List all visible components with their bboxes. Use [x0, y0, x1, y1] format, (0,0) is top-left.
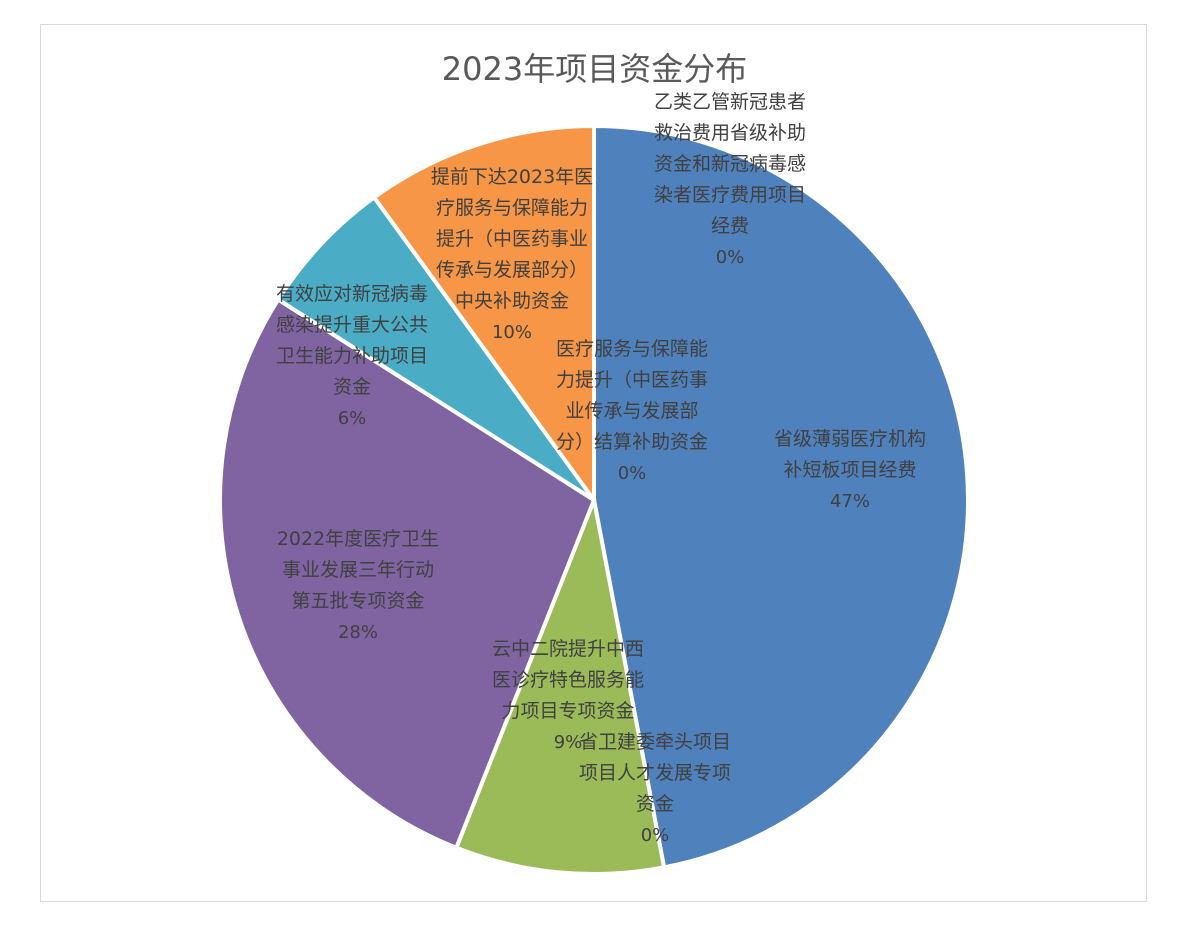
- slice-label-line: 疗服务与保障能力: [436, 197, 588, 219]
- slice-label-line: 救治费用省级补助: [654, 122, 806, 144]
- slice-label-line: 省级薄弱医疗机构: [774, 428, 926, 450]
- slice-label-line: 有效应对新冠病毒: [276, 283, 428, 305]
- slice-label-line: 业传承与发展部: [565, 400, 698, 422]
- chart-title: 2023年项目资金分布: [441, 50, 748, 88]
- pie-slice: [592, 123, 970, 870]
- slice-label-line: 感染提升重大公共: [276, 314, 428, 336]
- slice-label-line: 第五批专项资金: [291, 590, 424, 612]
- slice-label-line: 2022年度医疗卫生: [277, 528, 439, 550]
- pie-slice: [371, 123, 596, 507]
- slice-label-line: 分）结算补助资金: [556, 431, 708, 453]
- slice-label-line: 力提升（中医药事: [556, 369, 708, 391]
- slice-percent-label: 0%: [618, 463, 647, 484]
- slice-label-line: 资金: [636, 793, 674, 815]
- slice-label-line: 力项目专项资金: [501, 700, 634, 722]
- slice-percent-label: 47%: [830, 491, 870, 512]
- slice-label-line: 提升（中医药事业: [436, 228, 588, 250]
- slice-label-line: 染者医疗费用项目: [654, 184, 806, 206]
- slice-percent-label: 6%: [338, 408, 367, 429]
- slice-percent-label: 0%: [716, 247, 745, 268]
- slice-label-line: 经费: [711, 215, 749, 237]
- pie-slice: [218, 296, 597, 851]
- slice-percent-label: 10%: [492, 322, 532, 343]
- slice-percent-label: 28%: [338, 622, 378, 643]
- slice-label-line: 医疗服务与保障能: [556, 338, 708, 360]
- slice-label-line: 中央补助资金: [455, 290, 569, 312]
- pie-slice: [275, 194, 596, 502]
- slice-label-line: 医诊疗特色服务能: [492, 669, 644, 691]
- pie-slice: [453, 492, 667, 876]
- slice-label-line: 资金: [333, 376, 371, 398]
- slice-label-line: 省卫建委牵头项目: [579, 731, 731, 753]
- slice-label-line: 补短板项目经费: [783, 459, 916, 481]
- slice-percent-label: 0%: [641, 825, 670, 846]
- slice-label-line: 乙类乙管新冠患者: [654, 91, 806, 113]
- slice-label-line: 项目人才发展专项: [579, 762, 731, 784]
- slice-label-line: 传承与发展部分）: [436, 259, 588, 281]
- slice-label-line: 资金和新冠病毒感: [654, 153, 806, 175]
- slice-percent-label: 9%: [554, 732, 583, 753]
- slice-label-line: 卫生能力补助项目: [276, 345, 428, 367]
- slice-label-line: 提前下达2023年医: [431, 166, 593, 188]
- slice-label-line: 云中二院提升中西: [492, 638, 644, 660]
- slice-label-line: 事业发展三年行动: [282, 559, 434, 581]
